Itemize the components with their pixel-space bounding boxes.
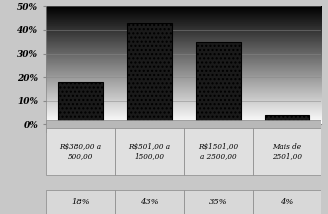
Text: 18%: 18%: [71, 198, 90, 206]
Bar: [253, 190, 321, 214]
Text: 4%: 4%: [280, 198, 294, 206]
Text: R$1501,00
a 2500,00: R$1501,00 a 2500,00: [198, 143, 238, 160]
Bar: [265, 115, 309, 124]
Bar: [196, 42, 240, 124]
Bar: [127, 23, 172, 124]
Polygon shape: [46, 120, 321, 133]
Bar: [184, 190, 253, 214]
Bar: [46, 190, 115, 214]
Bar: [46, 128, 115, 175]
Text: R$501,00 a
1500,00: R$501,00 a 1500,00: [128, 143, 170, 160]
Bar: [115, 190, 184, 214]
Text: Mais de
2501,00: Mais de 2501,00: [272, 143, 302, 160]
Bar: [115, 128, 184, 175]
Bar: [253, 128, 321, 175]
Bar: [184, 128, 253, 175]
Bar: [58, 82, 103, 124]
Text: R$380,00 a
500,00: R$380,00 a 500,00: [59, 143, 101, 160]
Text: 35%: 35%: [209, 198, 228, 206]
Text: 43%: 43%: [140, 198, 159, 206]
